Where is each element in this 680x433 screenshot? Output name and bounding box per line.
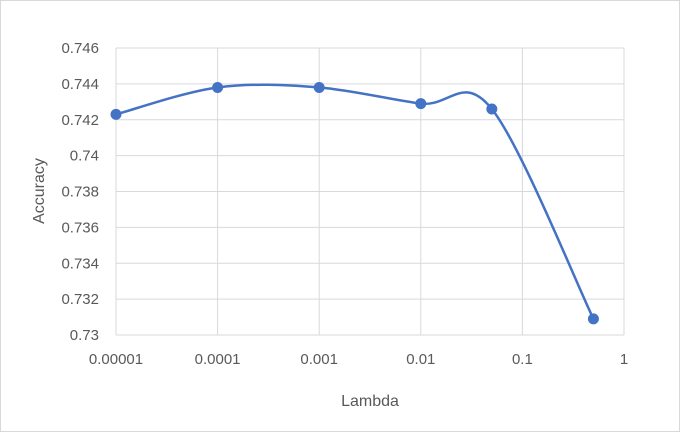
- x-tick-label: 0.001: [300, 351, 338, 368]
- data-point: [415, 98, 427, 110]
- y-axis-title: Accuracy: [31, 158, 48, 224]
- x-tick-label: 0.1: [512, 351, 533, 368]
- y-tick-label: 0.744: [61, 76, 99, 93]
- y-tick-label: 0.738: [61, 184, 99, 201]
- data-point: [313, 81, 325, 93]
- x-tick-label: 0.01: [406, 351, 435, 368]
- y-tick-label: 0.742: [61, 112, 99, 129]
- y-tick-label: 0.734: [61, 255, 99, 272]
- data-point: [212, 81, 224, 93]
- data-point: [486, 103, 498, 115]
- y-tick-label: 0.74: [70, 148, 99, 165]
- y-tick-label: 0.736: [61, 219, 99, 236]
- x-tick-label: 0.0001: [195, 351, 241, 368]
- series-layer: [110, 81, 599, 325]
- grid-lines: [115, 47, 625, 336]
- y-tick-label: 0.73: [70, 327, 99, 344]
- x-axis-ticks: 0.00001 0.0001 0.001 0.01 0.1 1: [89, 351, 628, 368]
- data-point: [587, 313, 599, 325]
- x-axis-title: Lambda: [341, 393, 399, 410]
- x-tick-label: 0.00001: [89, 351, 143, 368]
- y-tick-label: 0.732: [61, 291, 99, 308]
- y-axis-ticks: 0.746 0.744 0.742 0.74 0.738 0.736 0.734 0.732 0…: [61, 40, 99, 344]
- x-tick-label: 1: [620, 351, 628, 368]
- data-point: [110, 108, 122, 120]
- y-tick-label: 0.746: [61, 40, 99, 57]
